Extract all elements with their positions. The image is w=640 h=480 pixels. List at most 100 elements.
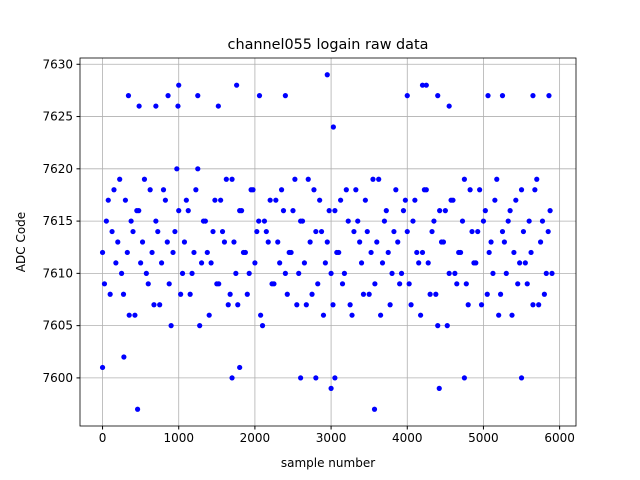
x-tick-label: 2000 (240, 431, 271, 445)
point (461, 375, 467, 381)
point (223, 176, 229, 182)
point (501, 239, 507, 245)
point (197, 323, 203, 329)
point (141, 176, 148, 182)
point (263, 228, 269, 235)
point (492, 197, 498, 203)
point (288, 249, 294, 256)
point (254, 228, 260, 235)
point (471, 260, 477, 266)
point (212, 197, 218, 203)
point (423, 82, 429, 88)
point (130, 228, 136, 235)
point (225, 302, 231, 308)
point (353, 187, 359, 193)
point (371, 406, 378, 412)
point (149, 249, 155, 256)
point (442, 208, 448, 214)
point (408, 302, 414, 308)
point (175, 103, 181, 109)
point (429, 228, 435, 235)
point (138, 260, 144, 266)
point (174, 166, 180, 172)
point (317, 197, 323, 203)
point (478, 302, 485, 308)
point (436, 385, 442, 391)
point (528, 249, 534, 256)
point (229, 176, 235, 182)
point (546, 93, 552, 99)
point (261, 218, 268, 224)
point (520, 228, 527, 235)
point (440, 239, 447, 245)
y-tick-label: 7605 (42, 319, 73, 333)
y-tick-label: 7610 (42, 266, 73, 280)
point (517, 260, 523, 266)
point (282, 93, 288, 99)
point (256, 218, 262, 224)
point (343, 187, 349, 193)
point (524, 281, 530, 287)
point (416, 260, 422, 266)
point (332, 208, 338, 214)
point (374, 239, 380, 245)
point (305, 176, 311, 182)
point (537, 239, 544, 245)
point (499, 93, 506, 99)
point (313, 375, 319, 381)
point (259, 323, 266, 329)
point (425, 260, 431, 266)
point (256, 93, 263, 99)
point (155, 228, 161, 235)
point (242, 249, 248, 256)
point (395, 239, 401, 245)
point (158, 260, 165, 266)
point (216, 281, 222, 287)
point (103, 218, 109, 224)
point (221, 239, 228, 245)
point (311, 187, 317, 193)
point (139, 239, 146, 245)
point (309, 291, 315, 297)
point (280, 208, 287, 214)
point (303, 302, 309, 308)
point (215, 103, 221, 109)
point (435, 93, 441, 99)
point (170, 249, 176, 256)
point (349, 312, 355, 318)
point (185, 208, 191, 214)
point (378, 312, 384, 318)
point (503, 270, 509, 276)
point (166, 281, 172, 287)
point (151, 302, 157, 308)
point (136, 208, 142, 214)
point (536, 302, 542, 308)
y-tick-label: 7620 (42, 162, 73, 176)
point (322, 260, 328, 266)
point (509, 312, 515, 318)
point (435, 323, 441, 329)
point (397, 281, 403, 287)
point (465, 302, 471, 308)
point (330, 302, 336, 308)
point (488, 239, 494, 245)
point (233, 270, 239, 276)
point (467, 187, 473, 193)
point (532, 187, 538, 193)
point (145, 281, 151, 287)
point (387, 302, 393, 308)
x-axis-label: sample number (281, 456, 375, 470)
point (267, 197, 273, 203)
point (513, 197, 519, 203)
point (345, 218, 351, 224)
point (404, 228, 410, 235)
point (515, 281, 521, 287)
point (164, 239, 170, 245)
point (402, 197, 408, 203)
point (518, 375, 525, 381)
point (147, 187, 153, 193)
point (456, 249, 462, 256)
point (176, 208, 182, 214)
y-axis-label: ADC Code (14, 212, 28, 272)
point (385, 249, 391, 256)
